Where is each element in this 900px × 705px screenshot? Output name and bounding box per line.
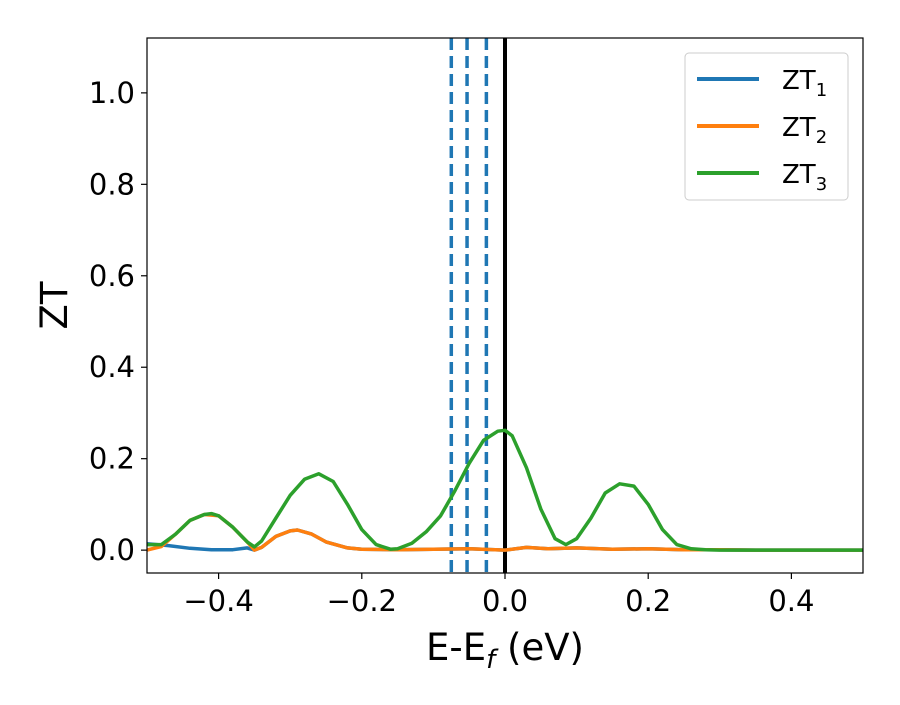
- legend: ZT1 ZT2 ZT3: [684, 52, 849, 201]
- x-tick-label: −0.4: [183, 584, 253, 618]
- legend-label-2: ZT2: [782, 113, 827, 148]
- y-tick-label: 0.6: [89, 259, 135, 293]
- y-tick-label: 0.2: [89, 442, 135, 476]
- x-tick-label: 0.4: [768, 584, 814, 618]
- y-tick-label: 0.8: [89, 167, 135, 201]
- legend-label-1: ZT1: [782, 66, 827, 101]
- legend-label-3: ZT3: [782, 160, 827, 195]
- y-tick-label: 0.0: [89, 533, 135, 567]
- x-tick-label: 0.0: [482, 584, 528, 618]
- x-tick-label: 0.2: [625, 584, 671, 618]
- y-tick-label: 1.0: [89, 76, 135, 110]
- y-axis-label: ZT: [33, 281, 76, 329]
- vertical-lines: [449, 38, 507, 573]
- x-tick-label: −0.2: [327, 584, 397, 618]
- x-axis-label: E-Ef (eV): [426, 626, 584, 675]
- series-line-3: [147, 428, 863, 552]
- x-axis-ticks: −0.4 −0.2 0.0 0.2 0.4: [183, 573, 814, 618]
- series-lines: [147, 428, 863, 552]
- legend-box: [684, 52, 849, 201]
- y-tick-label: 0.4: [89, 350, 135, 384]
- y-axis-ticks: 0.0 0.2 0.4 0.6 0.8 1.0: [89, 76, 147, 567]
